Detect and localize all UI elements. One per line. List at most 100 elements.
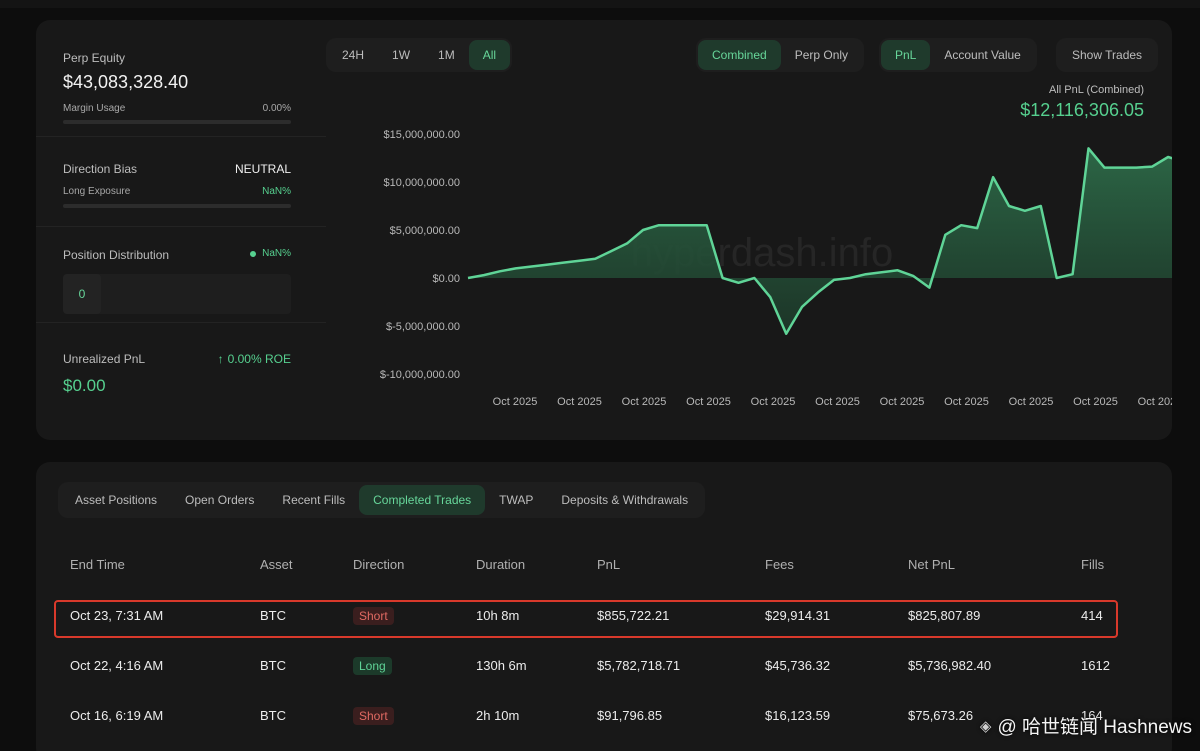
metric-tab-account-value[interactable]: Account Value	[944, 48, 1021, 62]
position-distribution-label: Position Distribution	[63, 248, 170, 262]
metric-selector: PnL Account Value	[879, 38, 1037, 72]
cell-pnl: $855,722.21	[597, 608, 670, 623]
watermark-text: @ 哈世链闻 Hashnews	[997, 717, 1192, 738]
position-distribution-card: Position Distribution NaN% 0	[36, 226, 326, 322]
highlight-box	[54, 600, 1118, 638]
mode-selector: Combined Perp Only	[696, 38, 865, 72]
cell-end-time: Oct 22, 4:16 AM	[70, 658, 164, 673]
x-tick-label: Oct 2025	[944, 396, 989, 408]
unrealized-pnl-value: $0.00	[63, 376, 106, 395]
perp-equity-card: Perp Equity $43,083,328.40 Margin Usage …	[36, 20, 326, 132]
tab-completed-trades[interactable]: Completed Trades	[359, 485, 486, 515]
cell-pnl: $91,796.85	[597, 708, 663, 723]
perp-equity-label: Perp Equity	[63, 51, 126, 65]
cell-end-time: Oct 23, 7:31 AM	[70, 608, 164, 623]
cell-duration: 130h 6m	[476, 658, 527, 673]
top-strip	[0, 0, 1200, 8]
cell-fees: $29,914.31	[765, 608, 831, 623]
direction-badge: Long	[353, 657, 392, 675]
divider	[36, 322, 326, 323]
tab-deposits-withdrawals[interactable]: Deposits & Withdrawals	[561, 493, 689, 507]
tab-twap[interactable]: TWAP	[499, 493, 534, 507]
unrealized-pnl-label: Unrealized PnL	[63, 352, 146, 366]
mode-tab-combined[interactable]: Combined	[698, 40, 781, 70]
status-dot-icon	[250, 250, 257, 257]
column-header-end-time[interactable]: End Time	[70, 557, 125, 572]
metric-tab-pnl[interactable]: PnL	[881, 40, 931, 70]
column-header-asset[interactable]: Asset	[260, 557, 293, 572]
column-header-fees[interactable]: Fees	[765, 557, 794, 572]
divider	[36, 226, 326, 227]
y-tick-label: $5,000,000.00	[390, 225, 460, 237]
x-axis: Oct 2025 Oct 2025 Oct 2025 Oct 2025 Oct 2025…	[493, 396, 1172, 408]
x-tick-label: Oct 2025	[1009, 396, 1054, 408]
cell-net-pnl: $75,673.26	[908, 708, 974, 723]
column-header-fills[interactable]: Fills	[1081, 557, 1105, 572]
cell-duration: 10h 8m	[476, 608, 520, 623]
portfolio-panel: Perp Equity $43,083,328.40 Margin Usage …	[36, 20, 1172, 440]
y-tick-label: $15,000,000.00	[384, 129, 460, 141]
position-count: 0	[63, 274, 101, 314]
y-axis: $15,000,000.00 $10,000,000.00 $5,000,000.0…	[380, 129, 460, 381]
cell-asset: BTC	[260, 608, 286, 623]
direction-badge: Short	[353, 707, 394, 725]
y-tick-label: $0.00	[432, 273, 460, 285]
range-tab-all[interactable]: All	[468, 40, 511, 70]
mode-tab-perp-only[interactable]: Perp Only	[794, 48, 849, 62]
direction-bias-card: Direction Bias NEUTRAL Long Exposure NaN…	[36, 136, 326, 226]
show-trades-button[interactable]: Show Trades	[1072, 48, 1143, 62]
long-exposure-value: NaN%	[262, 186, 291, 197]
hashnews-watermark: ◈ @ 哈世链闻 Hashnews	[980, 712, 1192, 739]
x-tick-label: Oct 2025	[622, 396, 667, 408]
x-tick-label: Oct 2025	[751, 396, 796, 408]
trades-panel: Asset Positions Open Orders Recent Fills Co…	[36, 462, 1172, 751]
direction-badge: Short	[353, 607, 394, 625]
cell-asset: BTC	[260, 708, 286, 723]
cell-pnl: $5,782,718.71	[597, 658, 681, 673]
x-tick-label: Oct 2025	[557, 396, 602, 408]
diamond-logo-icon: ◈	[979, 717, 992, 735]
y-tick-label: $-5,000,000.00	[386, 321, 460, 333]
cell-end-time: Oct 16, 6:19 AM	[70, 708, 164, 723]
long-exposure-bar	[63, 204, 291, 208]
cell-net-pnl: $5,736,982.40	[908, 658, 992, 673]
margin-usage-bar	[63, 120, 291, 124]
chart-header-value: $12,116,306.05	[1020, 100, 1144, 120]
pnl-line	[467, 147, 1172, 335]
arrow-up-icon: ↑	[217, 352, 224, 366]
range-tab-24h[interactable]: 24H	[342, 48, 365, 62]
cell-fees: $16,123.59	[765, 708, 831, 723]
column-header-net-pnl[interactable]: Net PnL	[908, 557, 955, 572]
cell-asset: BTC	[260, 658, 286, 673]
x-tick-label: Oct 2025	[1138, 396, 1172, 408]
cell-fills: 164	[1081, 708, 1103, 723]
tab-recent-fills[interactable]: Recent Fills	[282, 493, 346, 507]
cell-net-pnl: $825,807.89	[908, 608, 981, 623]
unrealized-pnl-card: Unrealized PnL ↑ 0.00% ROE $0.00	[36, 322, 326, 422]
range-selector: 24H 1W 1M All	[326, 38, 513, 72]
range-tab-1w[interactable]: 1W	[392, 48, 411, 62]
x-tick-label: Oct 2025	[1073, 396, 1118, 408]
cell-duration: 2h 10m	[476, 708, 520, 723]
tab-asset-positions[interactable]: Asset Positions	[75, 493, 158, 507]
trades-tabbar: Asset Positions Open Orders Recent Fills Co…	[58, 482, 706, 518]
column-header-duration[interactable]: Duration	[476, 557, 526, 572]
tab-open-orders[interactable]: Open Orders	[185, 493, 255, 507]
position-distribution-value: NaN%	[262, 248, 291, 259]
x-tick-label: Oct 2025	[880, 396, 925, 408]
direction-bias-value: NEUTRAL	[234, 162, 291, 176]
margin-usage-label: Margin Usage	[63, 103, 126, 114]
column-header-pnl[interactable]: PnL	[597, 557, 621, 572]
position-distribution-bar: 0	[63, 274, 291, 314]
divider	[36, 136, 326, 137]
x-tick-label: Oct 2025	[815, 396, 860, 408]
cell-fills: 414	[1081, 608, 1103, 623]
x-tick-label: Oct 2025	[686, 396, 731, 408]
perp-equity-value: $43,083,328.40	[63, 72, 189, 92]
range-tab-1m[interactable]: 1M	[438, 48, 455, 62]
chart-header: All PnL (Combined) $12,116,306.05	[1020, 84, 1144, 121]
direction-bias-label: Direction Bias	[63, 162, 138, 176]
column-header-direction[interactable]: Direction	[353, 557, 405, 572]
show-trades-container: Show Trades	[1056, 38, 1159, 72]
pnl-area	[468, 148, 1172, 334]
